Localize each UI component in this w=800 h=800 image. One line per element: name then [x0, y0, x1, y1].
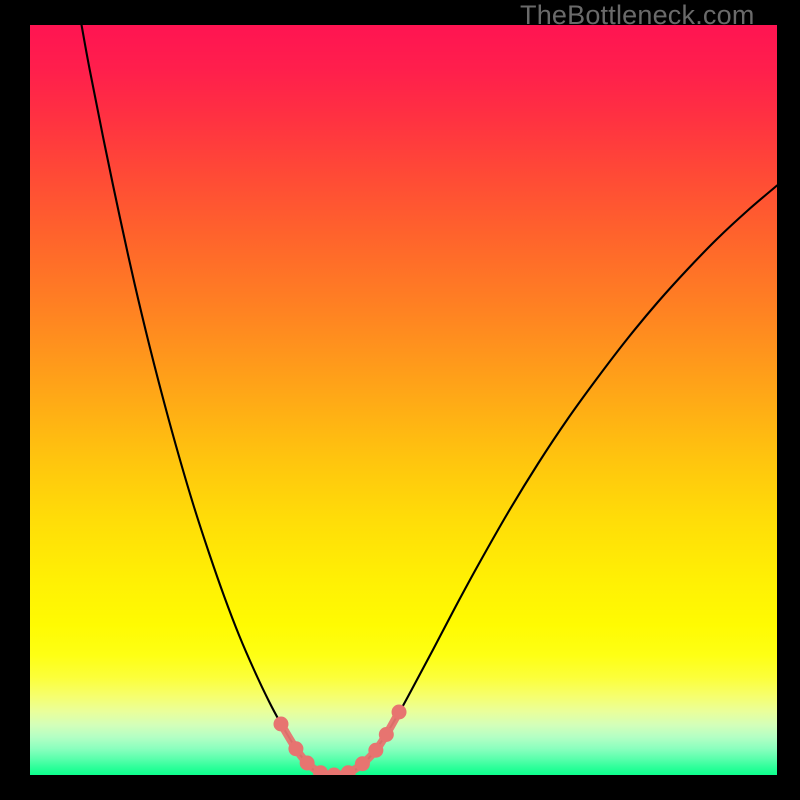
scatter-point [368, 743, 383, 758]
scatter-point [300, 756, 315, 771]
chart-frame [30, 25, 777, 775]
scatter-point [273, 717, 288, 732]
scatter-point [288, 741, 303, 756]
scatter-point [392, 705, 407, 720]
plot-area [30, 25, 777, 775]
scatter-point [355, 756, 370, 771]
bottleneck-curve-chart [30, 25, 777, 775]
watermark-label: TheBottleneck.com [520, 0, 755, 31]
scatter-point [379, 727, 394, 742]
